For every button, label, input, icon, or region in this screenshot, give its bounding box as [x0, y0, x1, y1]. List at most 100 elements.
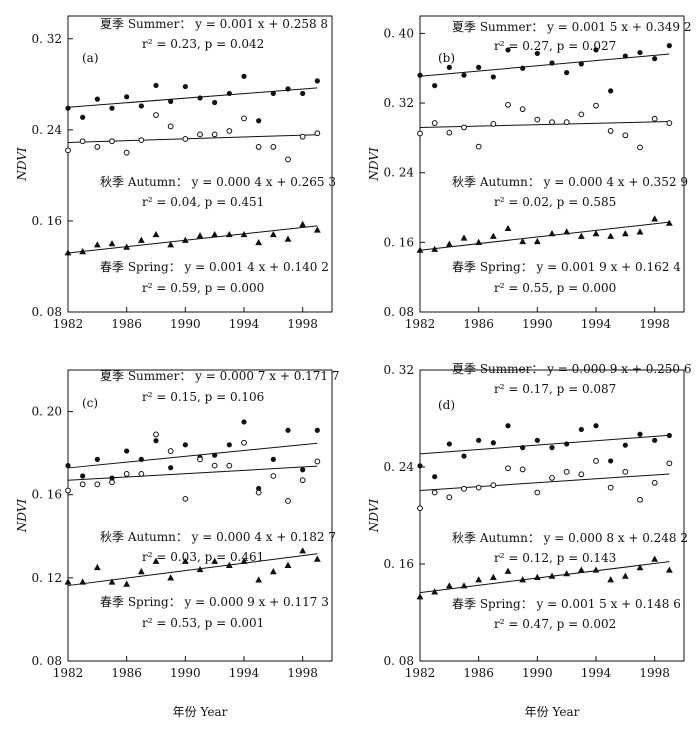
data-point: [608, 458, 614, 464]
data-point: [270, 456, 276, 462]
data-point: [182, 83, 188, 90]
x-tick-label: 1986: [463, 666, 494, 680]
stats-label: r² = 0.23, p = 0.042: [142, 37, 264, 51]
data-point: [255, 489, 262, 496]
data-point: [226, 90, 232, 97]
data-point: [240, 557, 248, 564]
data-point: [241, 419, 247, 425]
data-point: [182, 136, 189, 142]
data-point: [138, 471, 145, 477]
data-point: [652, 56, 658, 62]
data-point: [490, 121, 497, 127]
data-point: [300, 467, 306, 473]
data-point: [269, 568, 277, 575]
data-point: [666, 120, 673, 126]
data-point: [593, 47, 599, 53]
x-tick-label: 1986: [111, 317, 142, 331]
data-point: [490, 74, 496, 80]
series-summer: 夏季 Summer： y = 0.000 9 x + 0.250 6 r² = 0…: [417, 362, 692, 480]
trend-line: [419, 53, 670, 77]
panel-label: (c): [82, 396, 98, 410]
data-point: [300, 90, 306, 97]
equation-label: 夏季 Summer： y = 0.001 x + 0.258 8: [100, 17, 328, 31]
x-tick-label: 1994: [581, 317, 612, 331]
y-tick-label: 0. 32: [383, 363, 414, 377]
data-point: [65, 463, 71, 469]
equation-label: 夏季 Summer： y = 0.000 7 x + 0.171 7: [100, 369, 340, 383]
trend-line: [419, 221, 670, 251]
data-point: [299, 220, 307, 227]
data-point: [461, 453, 467, 459]
data-point: [269, 230, 277, 238]
data-point: [519, 237, 527, 245]
trend-line: [67, 465, 318, 481]
trend-line: [67, 87, 318, 108]
equation-label: 秋季 Autumn： y = 0.000 8 x + 0.248 2: [452, 531, 688, 545]
data-point: [285, 498, 291, 504]
data-point: [285, 156, 291, 163]
data-point: [504, 224, 512, 232]
data-point: [80, 473, 86, 479]
data-point: [460, 234, 468, 241]
x-tick-label: 1990: [522, 666, 553, 680]
data-point: [564, 69, 570, 76]
data-point: [505, 465, 511, 472]
data-point: [80, 114, 86, 120]
data-point: [225, 561, 233, 568]
data-point: [197, 131, 203, 138]
data-point: [549, 475, 555, 481]
data-point: [299, 133, 306, 140]
trend-line: [419, 434, 670, 455]
data-point: [431, 245, 439, 252]
series-spring: 春季 Spring： y = 0.001 9 x + 0.162 4 r² = 0…: [416, 215, 681, 295]
data-point: [94, 481, 101, 488]
data-point: [489, 232, 497, 239]
equation-label: 秋季 Autumn： y = 0.000 4 x + 0.352 9: [452, 175, 688, 189]
series-spring: 春季 Spring： y = 0.001 4 x + 0.140 2 r² = 0…: [64, 220, 329, 295]
data-point: [577, 566, 585, 573]
data-point: [211, 131, 218, 138]
data-point: [212, 452, 218, 458]
trend-line: [419, 561, 670, 594]
stats-label: r² = 0.02, p = 0.585: [494, 195, 616, 209]
data-point: [446, 64, 452, 70]
x-axis-label-right: 年份 Year: [525, 705, 580, 719]
data-point: [519, 106, 526, 113]
data-point: [137, 236, 145, 243]
y-tick-label: 0. 16: [383, 557, 414, 571]
data-point: [446, 441, 452, 447]
data-point: [475, 484, 482, 491]
data-point: [123, 580, 131, 587]
y-tick-label: 0. 08: [383, 305, 414, 319]
data-point: [94, 96, 100, 102]
data-point: [299, 547, 307, 554]
data-point: [475, 143, 482, 150]
data-point: [299, 477, 306, 484]
data-point: [65, 147, 71, 154]
data-point: [416, 246, 424, 253]
data-point: [534, 50, 540, 57]
data-point: [549, 445, 555, 451]
data-point: [123, 243, 131, 250]
data-point: [94, 456, 100, 462]
data-point: [211, 557, 219, 564]
data-point: [564, 441, 570, 447]
data-point: [432, 474, 438, 480]
data-point: [93, 241, 101, 248]
data-point: [519, 576, 527, 583]
equation-label: 春季 Spring： y = 0.001 4 x + 0.140 2: [100, 260, 329, 274]
data-point: [79, 248, 87, 255]
data-point: [549, 119, 555, 126]
data-point: [167, 123, 174, 130]
data-point: [431, 120, 438, 126]
stats-label: r² = 0.59, p = 0.000: [142, 281, 264, 295]
series-autumn: 秋季 Autumn： y = 0.000 4 x + 0.182 7 r² = 0…: [65, 431, 336, 564]
data-point: [64, 578, 72, 585]
y-tick-label: 0. 32: [31, 32, 62, 46]
data-point: [490, 482, 497, 489]
data-point: [461, 72, 467, 78]
data-point: [651, 115, 658, 122]
data-point: [109, 105, 115, 111]
